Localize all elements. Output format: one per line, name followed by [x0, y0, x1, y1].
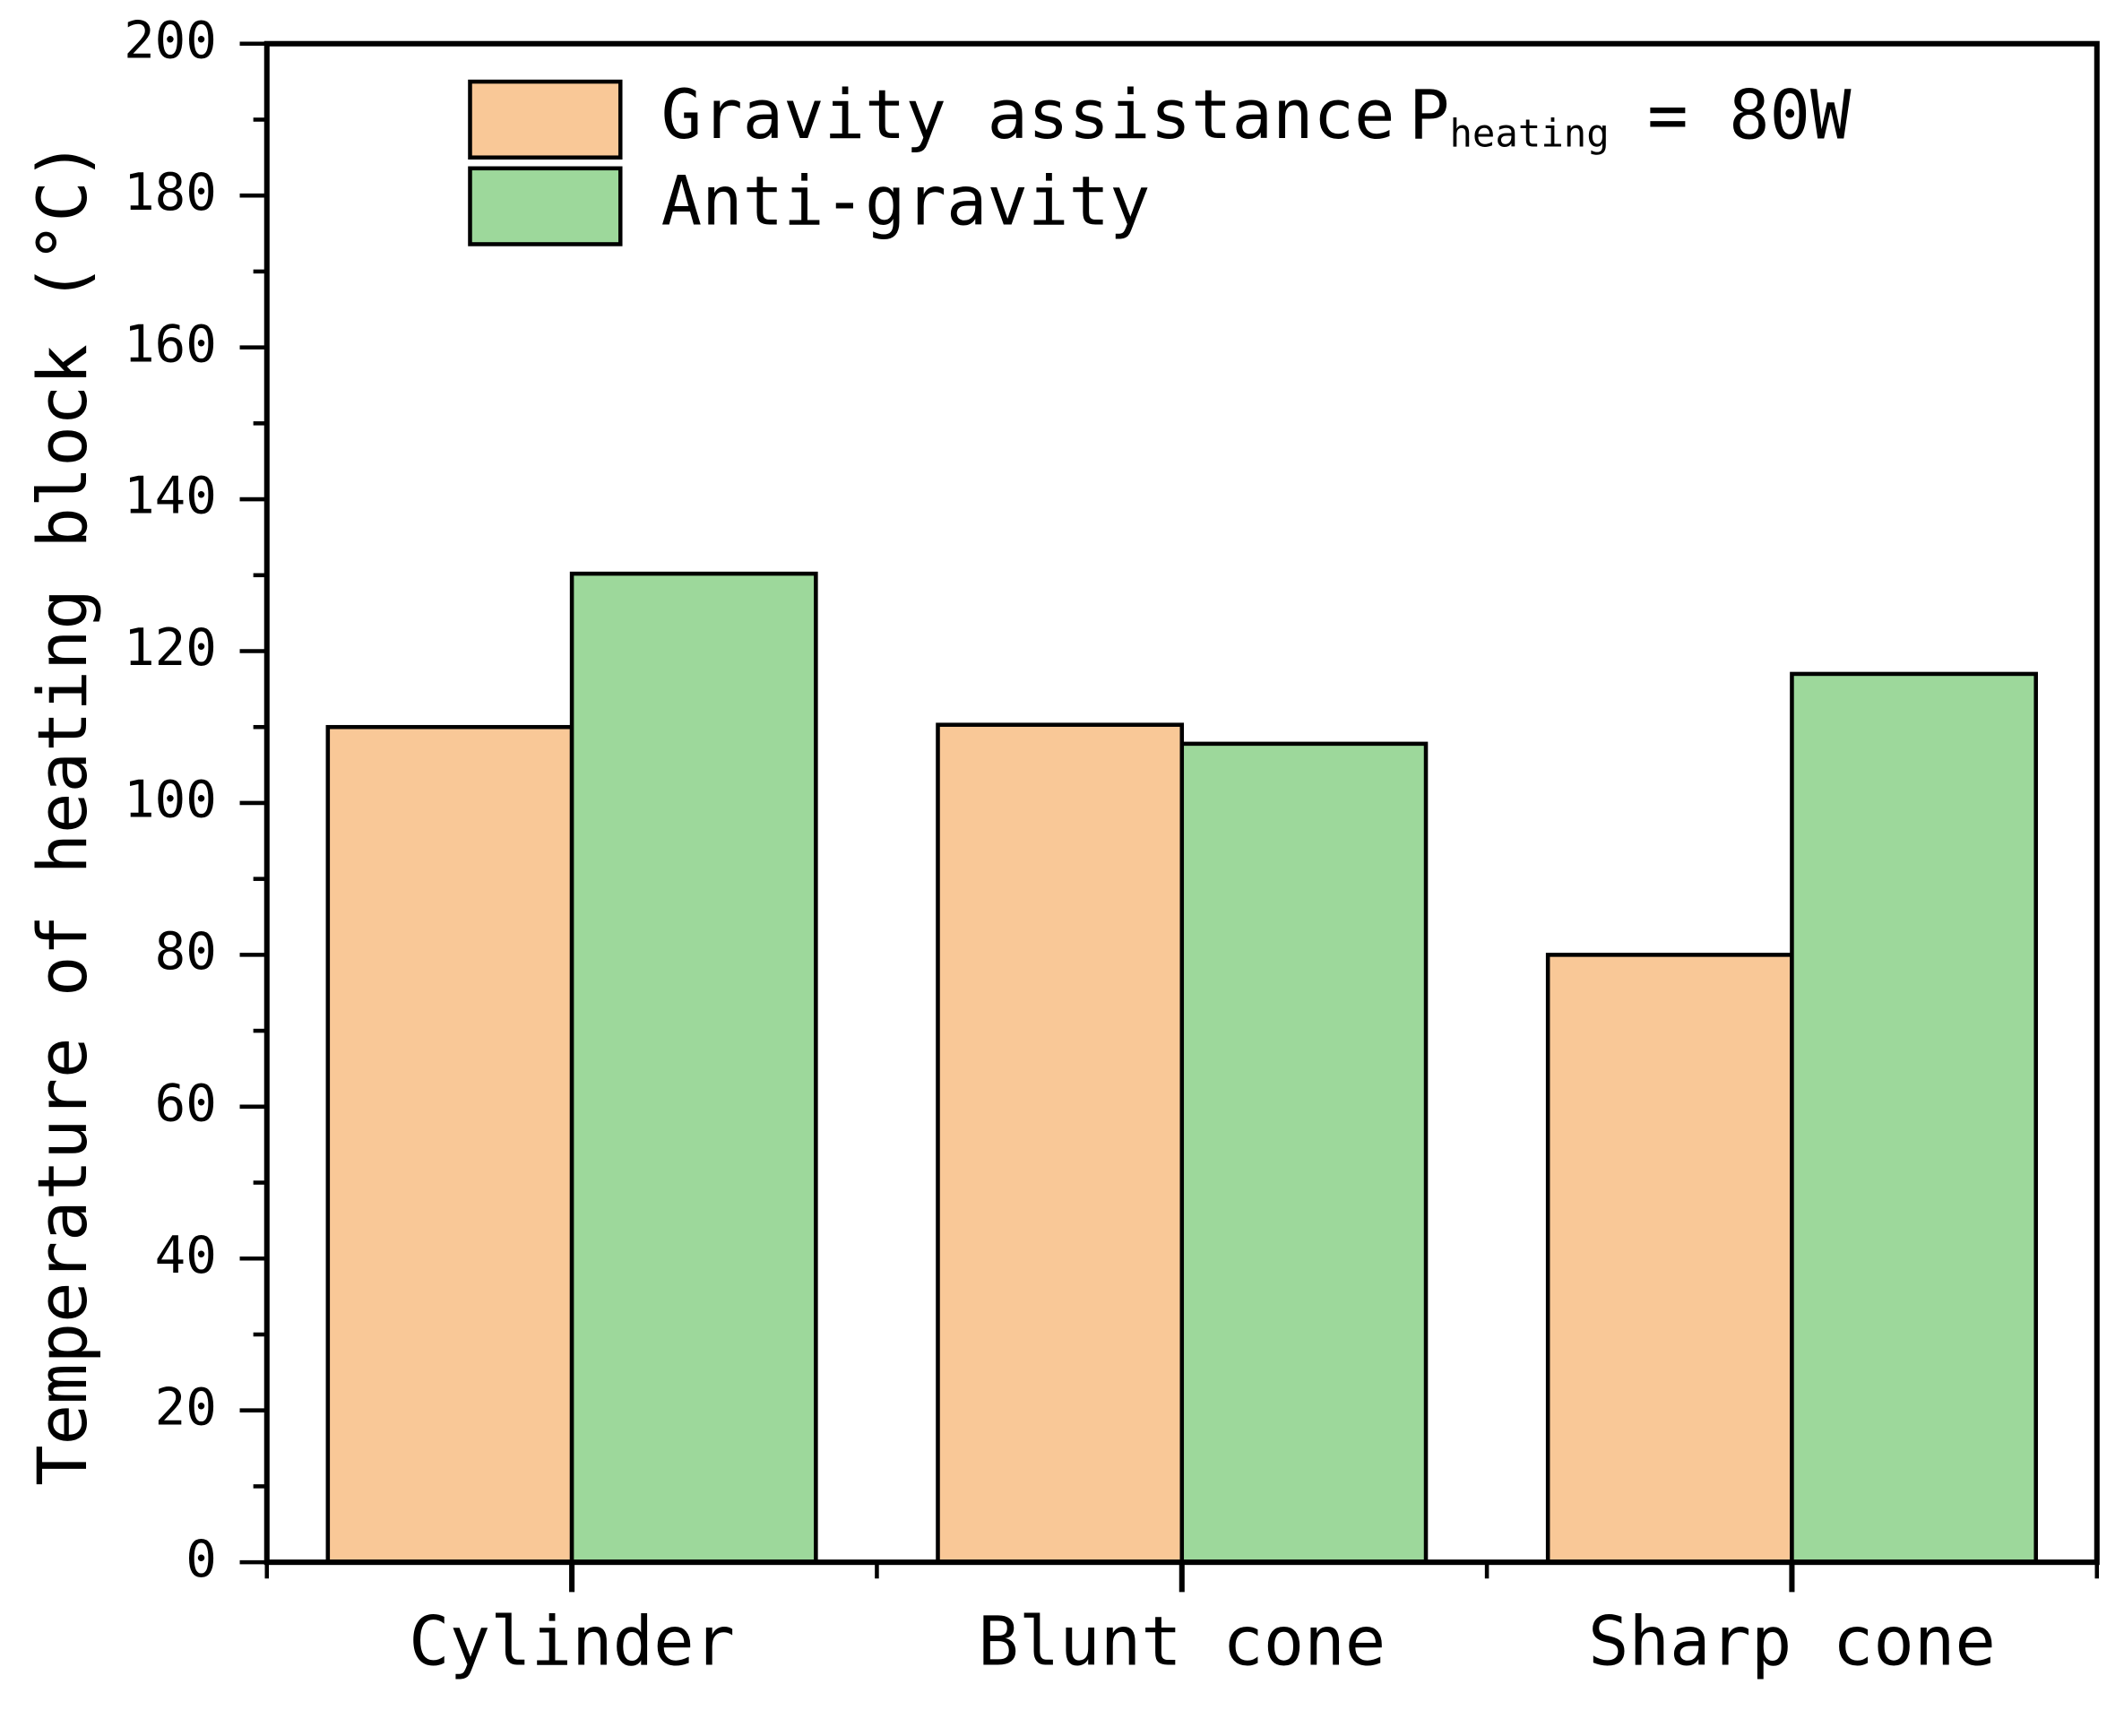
y-tick-label: 80 — [155, 921, 217, 981]
y-tick-label: 140 — [124, 466, 217, 526]
bar — [936, 722, 1185, 1565]
y-tick-label: 160 — [124, 314, 217, 374]
legend-swatch — [468, 79, 623, 160]
legend-label: Anti-gravity — [661, 162, 1151, 241]
annotation-suffix: = 80W — [1647, 75, 1852, 154]
x-tick-label: Blunt cone — [978, 1602, 1386, 1680]
legend-annotation: Pheating = 80W — [1409, 75, 1852, 155]
y-tick-label: 100 — [124, 770, 217, 830]
bar — [1179, 741, 1429, 1565]
y-axis-label: Temperature of heating block (°C) — [23, 141, 102, 1486]
bar — [1790, 671, 2038, 1565]
y-tick-label: 200 — [124, 10, 217, 70]
y-tick-label: 40 — [155, 1225, 217, 1285]
plot-frame — [263, 40, 2100, 1566]
bar — [1545, 953, 1794, 1565]
y-tick-label: 0 — [186, 1529, 217, 1589]
legend-swatch — [468, 166, 623, 246]
y-tick-label: 60 — [155, 1073, 217, 1133]
y-tick-label: 120 — [124, 618, 217, 678]
x-tick-label: Sharp cone — [1588, 1602, 1996, 1680]
annotation-main: P — [1409, 75, 1449, 154]
bar — [569, 571, 818, 1565]
bar — [325, 724, 574, 1565]
y-tick-label: 20 — [155, 1377, 217, 1437]
legend-label: Gravity assistance — [661, 75, 1395, 154]
y-tick-label: 180 — [124, 162, 217, 222]
annotation-subscript: heating — [1449, 111, 1609, 155]
x-tick-label: Cylinder — [409, 1602, 735, 1680]
